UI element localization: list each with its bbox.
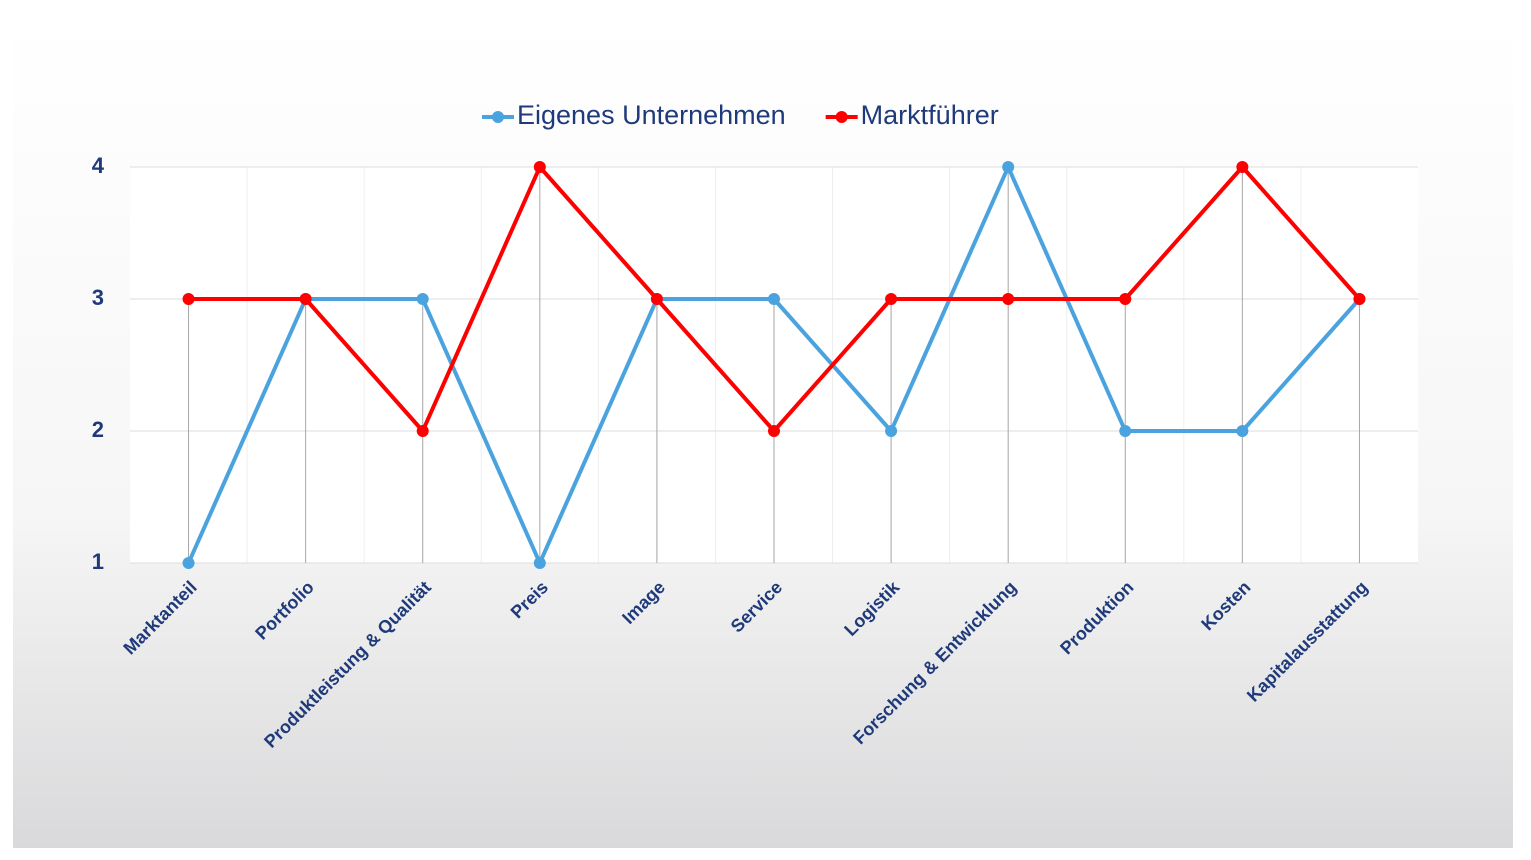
- y-tick-label: 1: [92, 549, 104, 574]
- data-point: [1119, 293, 1132, 305]
- data-point: [768, 293, 780, 305]
- y-tick-label: 2: [92, 417, 104, 442]
- data-point: [182, 293, 195, 305]
- legend-marker: [835, 111, 848, 123]
- data-point: [650, 293, 663, 305]
- y-tick-label: 4: [92, 153, 105, 178]
- legend-label: Eigenes Unternehmen: [517, 100, 786, 130]
- data-point: [1236, 161, 1249, 173]
- legend-label: Marktführer: [861, 100, 999, 130]
- legend-marker: [492, 111, 504, 123]
- data-point: [885, 293, 898, 305]
- data-point: [299, 293, 312, 305]
- y-tick-label: 3: [92, 285, 104, 310]
- data-point: [533, 557, 546, 569]
- data-point: [533, 161, 546, 173]
- data-point: [1002, 161, 1015, 173]
- data-point: [416, 293, 429, 305]
- data-point: [885, 425, 898, 437]
- data-point: [768, 425, 780, 437]
- data-point: [416, 425, 429, 437]
- data-point: [1002, 293, 1015, 305]
- data-point: [1119, 425, 1132, 437]
- data-point: [1236, 425, 1249, 437]
- data-point: [1353, 293, 1366, 305]
- data-point: [182, 557, 195, 569]
